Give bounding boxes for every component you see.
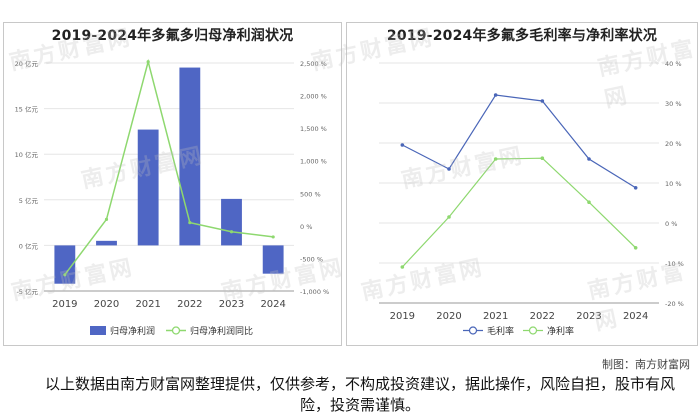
net-profit-chart-panel: 2019-2024年多氟多归母净利润状况 -5 亿元 0 亿元 5 亿元 10 亿元 1… (3, 22, 342, 346)
x-tick-label: 2020 (436, 311, 461, 322)
y-tick-label: 0 % (665, 220, 677, 228)
y-tick-label: 5 亿元 (19, 196, 39, 205)
data-point (587, 200, 591, 204)
data-point (104, 217, 109, 221)
bar (96, 240, 117, 246)
legend-label: 归母净利润同比 (190, 325, 253, 337)
data-point (633, 186, 638, 190)
y-tick-label: 15 亿元 (15, 105, 39, 114)
y-tick-label: 20 % (665, 140, 682, 148)
data-point (447, 215, 451, 219)
legend-marker (171, 326, 181, 335)
x-tick-label: 2023 (576, 311, 601, 322)
x-tick-label: 2019 (390, 311, 415, 322)
y-tick-label: 20 亿元 (15, 59, 39, 68)
bar (54, 245, 76, 284)
chart-source: 制图：南方财富网 (602, 358, 690, 371)
margin-chart: -20 % -10 % 0 % 10 % 20 % 30 % 40 % 2019 2020 202… (379, 60, 684, 337)
data-point (400, 143, 405, 147)
series-line (64, 58, 274, 276)
data-point (271, 235, 275, 239)
y-tick-label: 40 % (665, 60, 682, 68)
y-tick-label: 10 % (665, 180, 682, 188)
bar (262, 245, 284, 274)
series-line (402, 94, 636, 189)
x-tick-label: 2019 (52, 299, 77, 310)
disclaimer-text: 以上数据由南方财富网整理提供，仅供参考，不构成投资建议，据此操作，风险自担，股市… (44, 375, 675, 414)
x-tick-label: 2021 (483, 311, 508, 322)
data-point (493, 93, 498, 97)
y-tick-label: 30 % (665, 100, 682, 108)
legend-label: 净利率 (547, 325, 574, 337)
x-tick-label: 2022 (530, 311, 555, 322)
x-tick-label: 2021 (135, 299, 160, 310)
bar (179, 67, 201, 246)
legend-swatch (90, 326, 106, 335)
margin-chart-panel: 2019-2024年多氟多毛利率与净利率状况 -20 % -10 % 0 % 10 %… (346, 22, 698, 346)
data-point (587, 157, 591, 161)
data-point (63, 273, 67, 277)
chart-title: 2019-2024年多氟多毛利率与净利率状况 (386, 28, 658, 44)
y2-tick-label: -500 % (300, 255, 323, 263)
y2-tick-label: 2,000 % (300, 93, 327, 101)
data-point (633, 246, 638, 250)
data-point (540, 99, 545, 103)
series-line (401, 157, 637, 268)
data-point (146, 60, 150, 64)
data-point (493, 157, 498, 161)
y2-tick-label: 500 % (300, 190, 321, 198)
chart-title: 2019-2024年多氟多归母净利润状况 (51, 28, 294, 44)
data-point (188, 221, 192, 225)
net-profit-chart: -5 亿元 0 亿元 5 亿元 10 亿元 15 亿元 20 亿元 -1,000 % -500… (15, 58, 329, 337)
data-point (229, 230, 234, 234)
y-tick-label: -10 % (665, 260, 684, 268)
x-tick-label: 2024 (260, 299, 285, 310)
y2-tick-label: -1,000 % (300, 288, 329, 296)
legend-marker (468, 326, 478, 335)
y2-tick-label: 2,500 % (300, 60, 327, 68)
y-tick-label: 0 亿元 (19, 241, 39, 250)
y-tick-label: -5 亿元 (16, 287, 38, 296)
data-point (540, 156, 545, 160)
x-tick-label: 2023 (219, 299, 244, 310)
bar (137, 129, 159, 246)
bar (221, 198, 242, 246)
legend-marker (528, 326, 538, 335)
legend-label: 毛利率 (487, 325, 514, 337)
x-tick-label: 2024 (623, 311, 648, 322)
data-point (447, 167, 451, 171)
y2-tick-label: 0 % (300, 223, 312, 231)
data-point (400, 265, 405, 269)
y-tick-label: -20 % (665, 300, 684, 308)
legend-label: 归母净利润 (110, 325, 155, 337)
x-tick-label: 2020 (94, 299, 119, 310)
x-tick-label: 2022 (177, 299, 202, 310)
y2-tick-label: 1,500 % (300, 125, 327, 133)
y-tick-label: 10 亿元 (15, 150, 39, 159)
y2-tick-label: 1,000 % (300, 158, 327, 166)
